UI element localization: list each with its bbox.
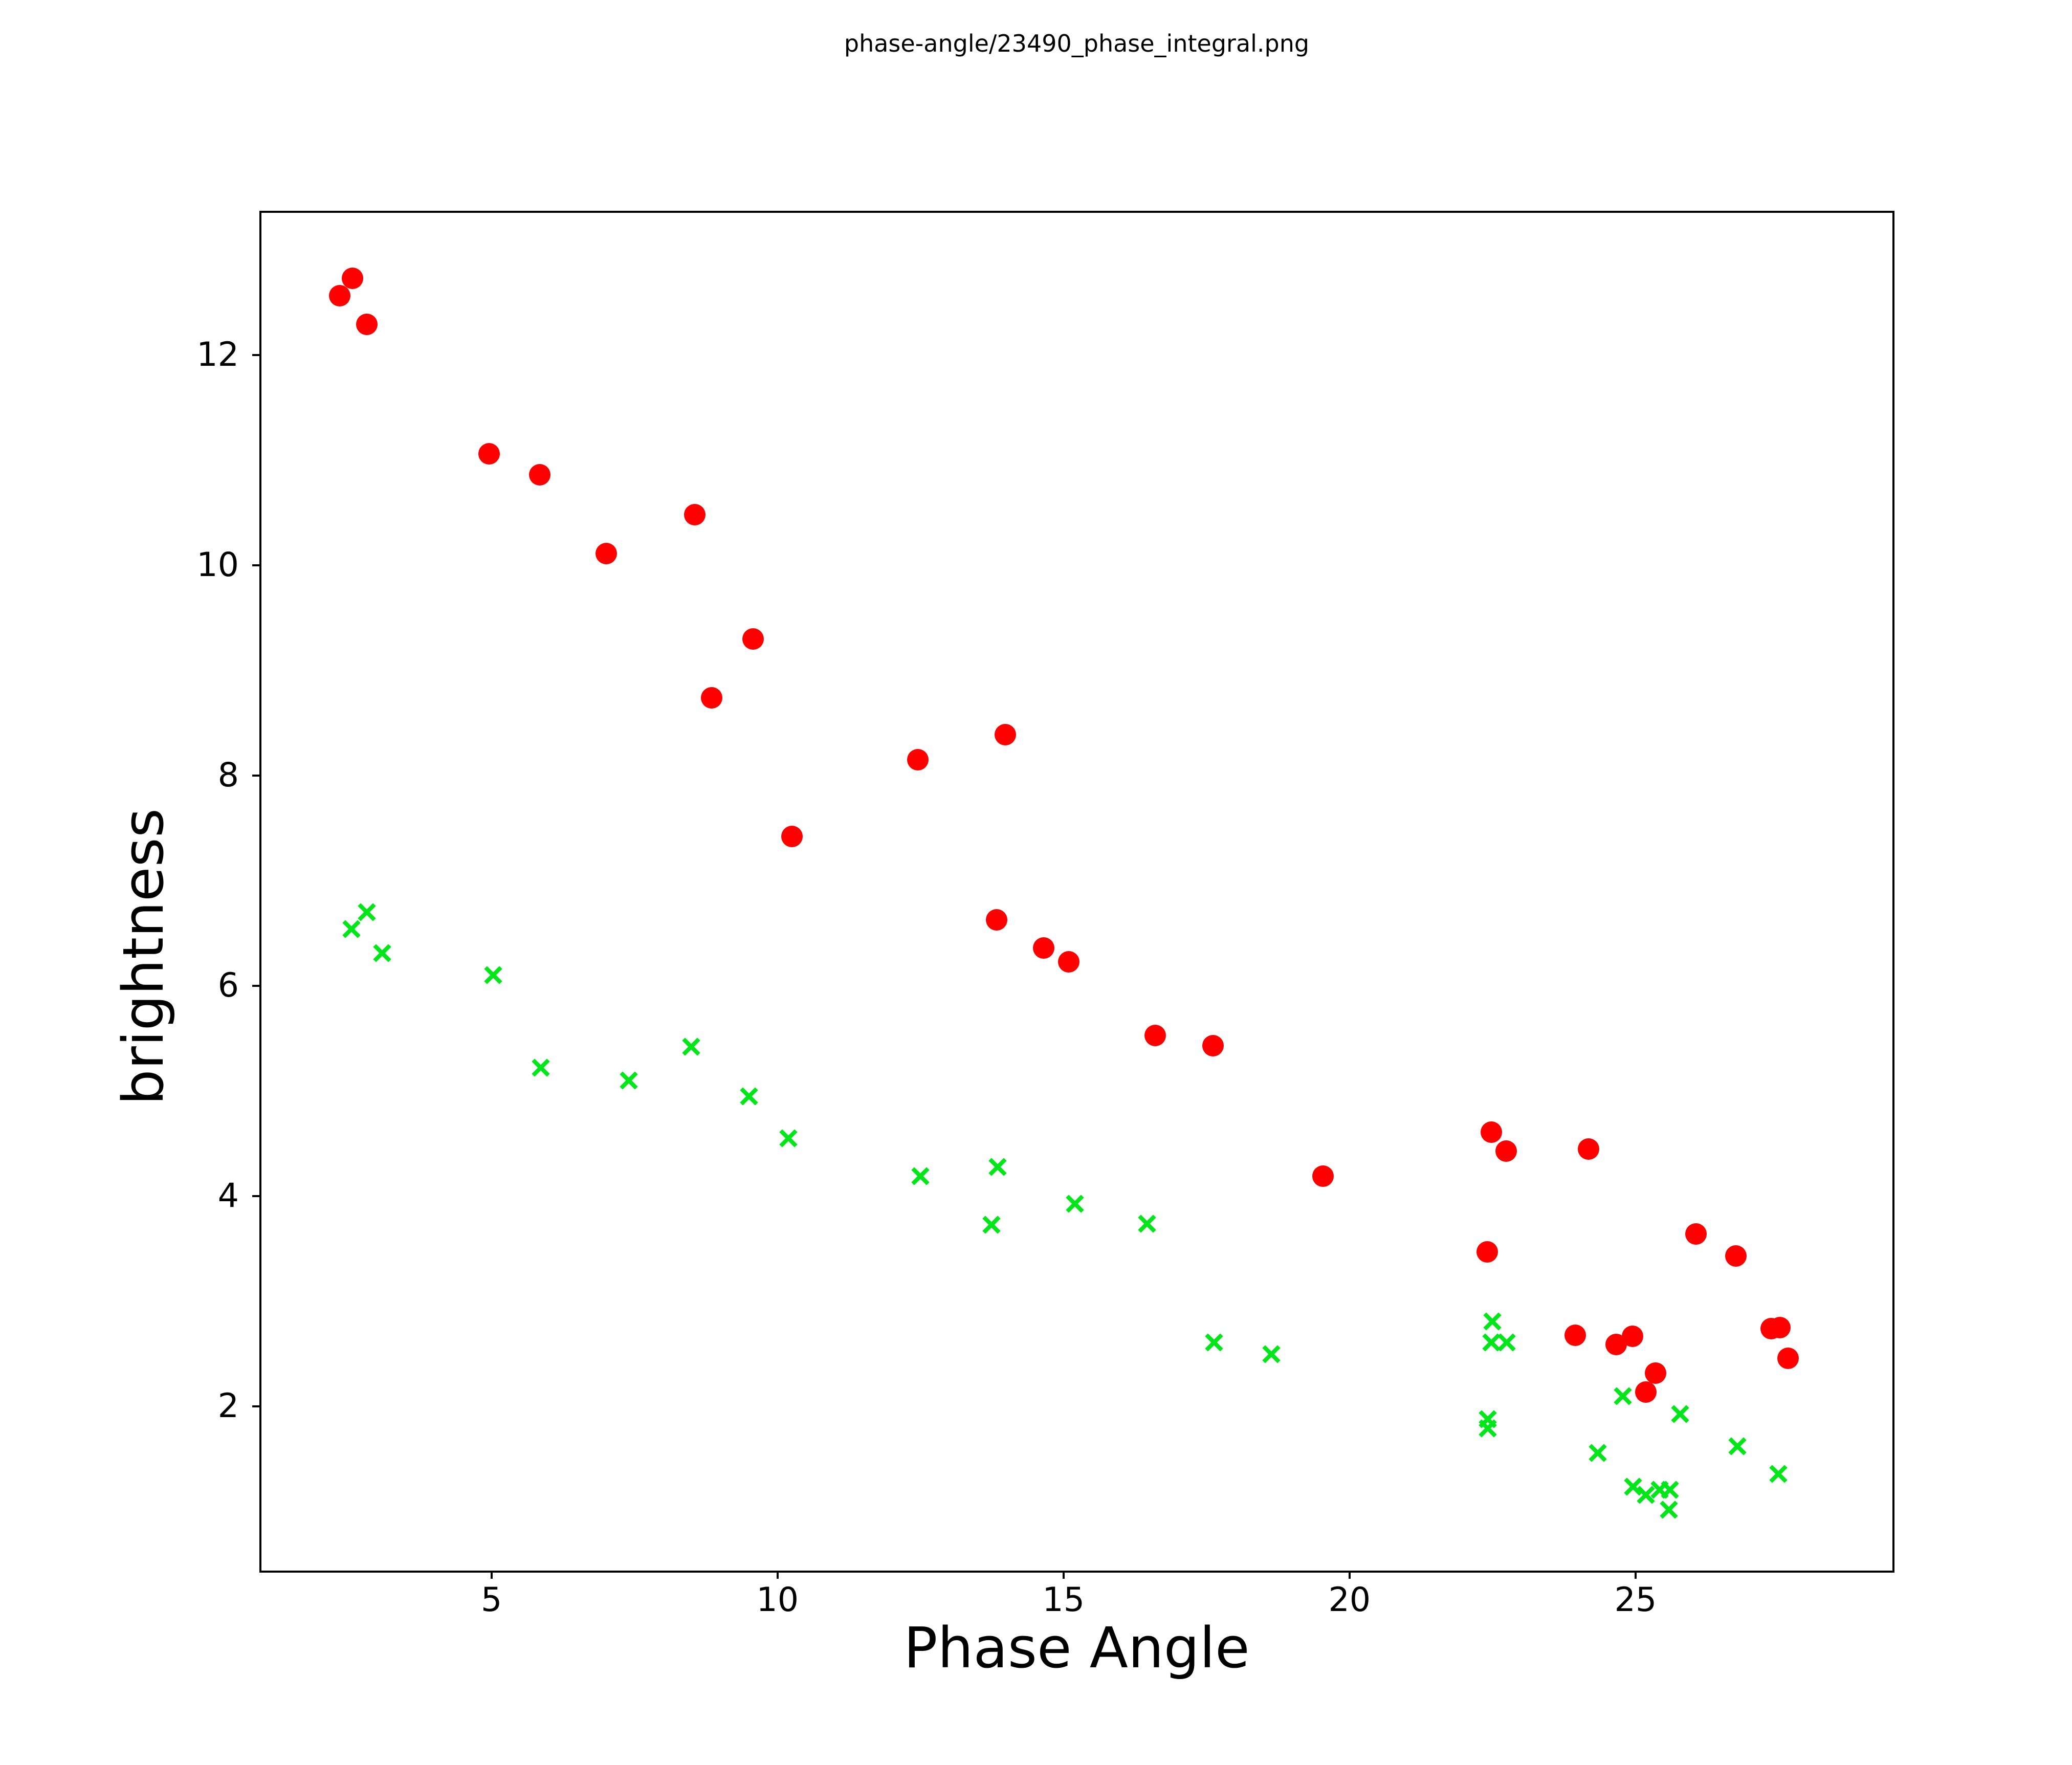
- data-point-green-x: [1661, 1481, 1679, 1499]
- data-point-red-circle: [907, 749, 929, 771]
- data-point-red-circle: [342, 267, 363, 289]
- data-point-red-circle: [742, 628, 764, 650]
- y-tick: [252, 1405, 260, 1408]
- x-tick-label: 10: [756, 1581, 799, 1619]
- y-tick-label: 12: [196, 335, 239, 374]
- data-point-red-circle: [1057, 951, 1079, 973]
- data-point-green-x: [988, 1157, 1007, 1176]
- data-point-green-x: [1671, 1405, 1689, 1423]
- data-point-red-circle: [684, 504, 706, 526]
- data-point-green-x: [620, 1071, 638, 1090]
- x-tick: [490, 1571, 493, 1579]
- data-point-green-x: [358, 903, 376, 921]
- y-tick: [252, 985, 260, 987]
- data-point-green-x: [342, 920, 361, 938]
- data-point-red-circle: [1032, 937, 1054, 959]
- data-point-green-x: [373, 944, 391, 962]
- x-tick: [776, 1571, 779, 1579]
- data-point-green-x: [779, 1129, 798, 1148]
- y-tick: [252, 354, 260, 356]
- y-tick-label: 6: [217, 966, 239, 1005]
- data-point-red-circle: [701, 687, 723, 709]
- data-point-green-x: [1769, 1465, 1788, 1483]
- data-point-green-x: [1479, 1419, 1497, 1438]
- y-tick-label: 8: [217, 756, 239, 795]
- data-point-red-circle: [329, 285, 351, 307]
- data-point-red-circle: [1312, 1165, 1334, 1187]
- data-point-green-x: [1205, 1333, 1223, 1352]
- data-point-green-x: [532, 1058, 550, 1077]
- data-point-red-circle: [596, 543, 618, 565]
- chart-title: phase-angle/23490_phase_integral.png: [844, 30, 1310, 57]
- x-tick: [1634, 1571, 1637, 1579]
- x-tick-label: 5: [481, 1581, 502, 1619]
- data-point-red-circle: [1769, 1317, 1791, 1339]
- data-point-green-x: [1614, 1387, 1632, 1405]
- x-tick-label: 25: [1614, 1581, 1657, 1619]
- data-point-green-x: [982, 1215, 1001, 1234]
- data-point-red-circle: [994, 723, 1016, 745]
- data-point-red-circle: [1202, 1035, 1224, 1057]
- y-tick: [252, 774, 260, 777]
- y-tick-label: 10: [196, 545, 239, 584]
- data-point-red-circle: [1144, 1024, 1166, 1046]
- data-point-red-circle: [1685, 1223, 1707, 1245]
- data-point-red-circle: [1578, 1138, 1600, 1160]
- data-point-green-x: [1138, 1214, 1156, 1233]
- data-point-red-circle: [1564, 1324, 1586, 1346]
- data-point-red-circle: [1481, 1121, 1503, 1143]
- data-point-red-circle: [1622, 1325, 1644, 1347]
- y-tick: [252, 564, 260, 566]
- y-tick-label: 4: [217, 1177, 239, 1216]
- data-point-green-x: [740, 1087, 758, 1106]
- data-point-red-circle: [356, 313, 378, 335]
- data-point-green-x: [1660, 1501, 1678, 1519]
- data-point-green-x: [1497, 1333, 1516, 1352]
- data-point-green-x: [1589, 1444, 1607, 1462]
- data-point-red-circle: [781, 826, 803, 848]
- data-point-red-circle: [478, 443, 500, 465]
- y-tick-label: 2: [217, 1387, 239, 1426]
- data-point-red-circle: [1476, 1241, 1498, 1263]
- x-axis-label: Phase Angle: [903, 1615, 1250, 1681]
- data-point-red-circle: [1495, 1140, 1517, 1162]
- data-point-red-circle: [985, 909, 1007, 931]
- x-tick-label: 20: [1328, 1581, 1371, 1619]
- data-point-green-x: [1728, 1437, 1747, 1456]
- data-point-green-x: [1262, 1344, 1281, 1363]
- data-point-green-x: [911, 1167, 930, 1185]
- data-point-green-x: [1066, 1194, 1084, 1213]
- data-point-green-x: [1483, 1312, 1502, 1331]
- data-point-red-circle: [528, 464, 550, 486]
- y-axis-label: brightness: [111, 808, 176, 1106]
- data-point-red-circle: [1644, 1362, 1666, 1384]
- x-tick: [1348, 1571, 1351, 1579]
- x-tick: [1062, 1571, 1065, 1579]
- x-tick-label: 15: [1042, 1581, 1085, 1619]
- data-point-red-circle: [1635, 1381, 1657, 1403]
- y-tick: [252, 1195, 260, 1198]
- data-point-green-x: [682, 1038, 700, 1056]
- data-point-green-x: [484, 966, 502, 985]
- data-point-green-x: [1482, 1333, 1501, 1352]
- data-point-red-circle: [1777, 1347, 1799, 1369]
- data-point-red-circle: [1725, 1245, 1747, 1267]
